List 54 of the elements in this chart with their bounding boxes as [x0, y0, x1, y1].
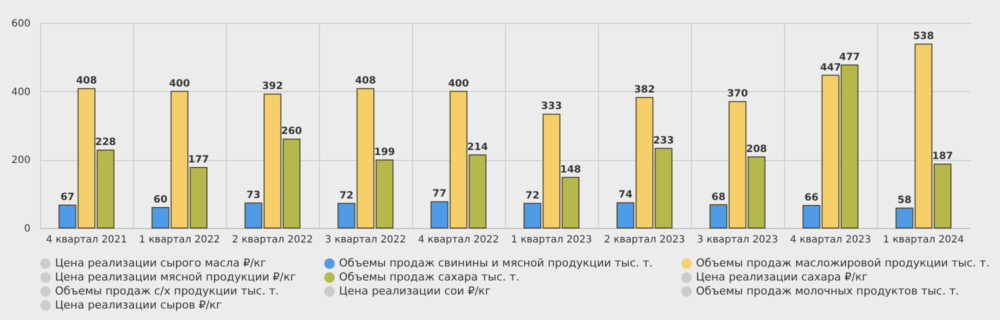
- x-tick-label: 2 квартал 2023: [604, 234, 685, 246]
- data-label: 199: [374, 147, 396, 158]
- x-tick-label: 1 квартал 2024: [883, 234, 964, 246]
- y-tick-label: 400: [11, 86, 30, 98]
- data-label: 60: [153, 194, 168, 206]
- data-label: 333: [541, 101, 562, 112]
- x-tick-label: 3 квартал 2023: [697, 234, 778, 246]
- x-tick-label: 4 квартал 2021: [46, 234, 127, 246]
- data-label: 392: [262, 81, 283, 92]
- data-label: 400: [448, 78, 469, 90]
- y-tick-label: 0: [24, 224, 30, 234]
- data-label: 66: [804, 192, 818, 204]
- legend-label: Цена реализации сыров ₽/кг: [55, 298, 222, 312]
- legend-label: Объемы продаж с/х продукции тыс. т.: [55, 284, 279, 298]
- data-label: 214: [467, 142, 488, 153]
- data-label: 73: [246, 190, 260, 202]
- data-label: 177: [188, 154, 210, 166]
- y-tick-label: 200: [11, 155, 30, 166]
- data-label: 74: [618, 190, 632, 201]
- data-label: 187: [932, 151, 954, 162]
- data-label: 148: [560, 164, 582, 176]
- data-label: 72: [339, 190, 354, 202]
- data-label: 233: [653, 135, 674, 146]
- data-label: 370: [727, 88, 748, 100]
- legend-label: Объемы продаж молочных продуктов тыс. т.: [696, 284, 960, 298]
- data-label: 477: [839, 52, 860, 64]
- legend-label: Объемы продаж сахара тыс. т.: [339, 270, 520, 284]
- data-label: 538: [913, 31, 934, 42]
- data-label: 408: [355, 76, 376, 87]
- data-label: 260: [281, 126, 302, 138]
- x-tick-label: 1 квартал 2022: [139, 234, 220, 246]
- x-tick-label: 2 квартал 2022: [232, 234, 313, 246]
- x-tick-label: 1 квартал 2023: [511, 234, 592, 246]
- legend-label: Объемы продаж свинины и мясной продукции тыс. т.: [339, 256, 653, 270]
- x-tick-label: 3 квартал 2022: [325, 234, 406, 246]
- data-label: 77: [432, 188, 446, 200]
- x-tick-label: 4 квартал 2023: [790, 234, 871, 246]
- data-label: 58: [897, 195, 912, 206]
- data-label: 447: [820, 62, 841, 74]
- legend-label: Цена реализации сои ₽/кг: [339, 284, 492, 298]
- data-label: 408: [76, 76, 97, 87]
- data-label: 67: [60, 192, 74, 204]
- data-label: 72: [525, 190, 540, 202]
- data-label: 68: [711, 192, 726, 203]
- legend-label: Цена реализации сырого масла ₽/кг: [55, 256, 266, 270]
- y-tick-label: 600: [11, 18, 30, 30]
- data-label: 382: [634, 84, 655, 96]
- x-tick-label: 4 квартал 2022: [418, 234, 499, 246]
- legend-label: Цена реализации сахара ₽/кг: [696, 270, 868, 284]
- data-label: 400: [169, 78, 190, 90]
- data-label: 208: [746, 144, 768, 155]
- legend-label: Цена реализации мясной продукции ₽/кг: [55, 270, 296, 284]
- legend-label: Объемы продаж масложировой продукции тыс. т.: [696, 256, 990, 270]
- data-label: 228: [95, 137, 116, 148]
